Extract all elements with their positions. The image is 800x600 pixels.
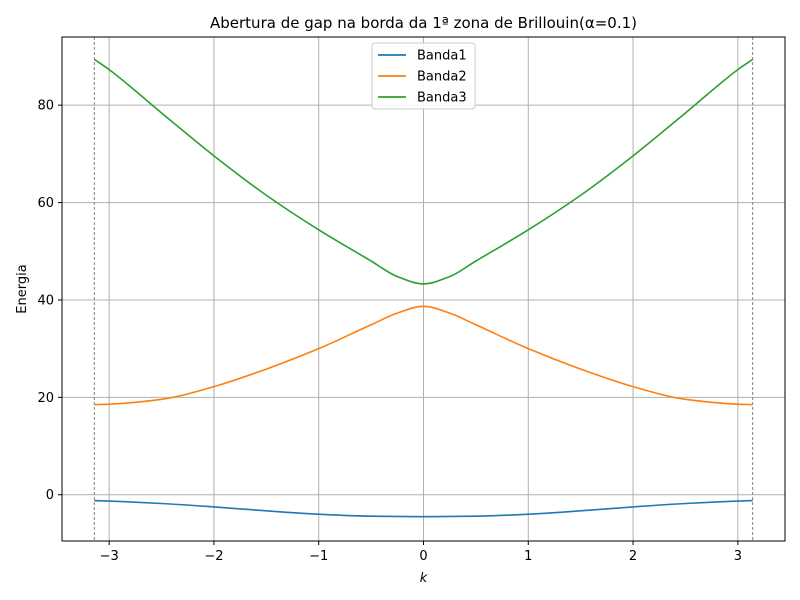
x-tick-label: −3	[100, 549, 119, 564]
series-line-banda2	[94, 305, 753, 406]
y-tick-label: 40	[37, 293, 54, 308]
x-tick-label: 2	[629, 549, 637, 564]
chart-title: Abertura de gap na borda da 1ª zona de B…	[210, 14, 637, 32]
series-lines	[93, 58, 754, 518]
legend: Banda1 Banda2 Banda3	[371, 42, 476, 110]
legend-entry-label: Banda3	[417, 91, 467, 106]
zone-boundary-lines	[93, 37, 754, 541]
series-line-banda3	[93, 58, 754, 285]
legend-entry-label: Banda2	[417, 70, 467, 85]
x-tick-label: 0	[419, 549, 427, 564]
axis-ticks: −3 −2 −1 0 1 2 3 0 20 40 60 80	[37, 99, 742, 564]
x-tick-label: −2	[204, 549, 223, 564]
y-tick-label: 0	[46, 488, 54, 503]
y-tick-label: 80	[37, 99, 54, 114]
x-tick-label: 1	[524, 549, 532, 564]
legend-entry-label: Banda1	[417, 49, 467, 64]
legend-box	[371, 42, 476, 110]
y-axis-label: Energia	[15, 264, 30, 313]
x-tick-label: 3	[734, 549, 742, 564]
grid	[62, 37, 785, 541]
x-axis-label: k	[420, 571, 428, 586]
y-tick-label: 20	[37, 391, 54, 406]
series-line-banda1	[94, 499, 753, 518]
x-tick-label: −1	[309, 549, 328, 564]
y-tick-label: 60	[37, 196, 54, 211]
